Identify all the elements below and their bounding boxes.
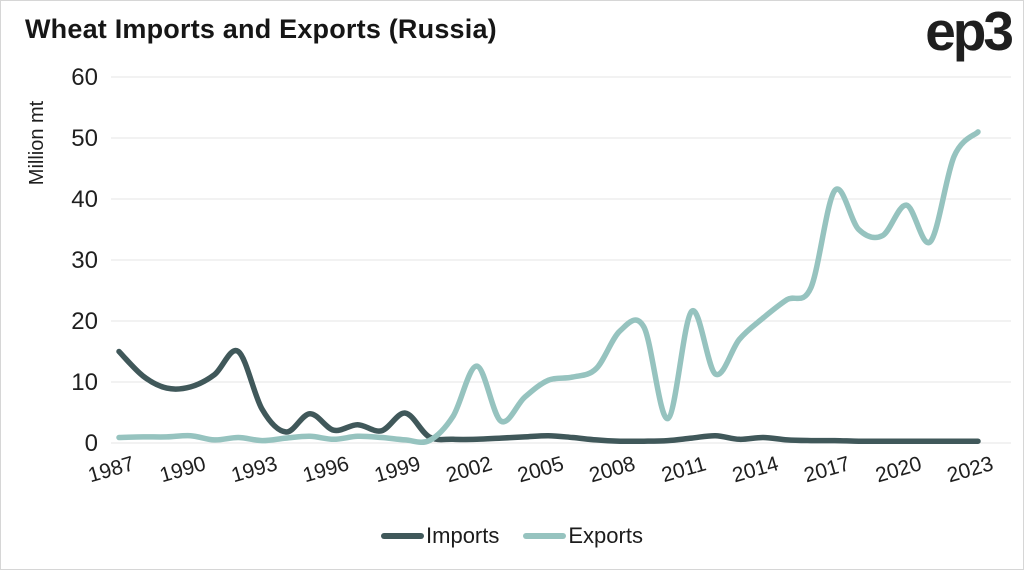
exports-line [116,129,981,446]
x-tick-label: 1987 [86,452,137,487]
legend-item-imports: Imports [381,523,499,549]
x-tick-label: 2017 [801,452,852,487]
y-tick-label: 0 [85,430,98,457]
x-tick-label: 1990 [157,452,208,487]
x-tick-label: 2002 [443,452,494,487]
y-tick-label: 40 [71,186,98,213]
legend-label-imports: Imports [426,523,500,548]
imports-line [116,347,981,445]
x-tick-label: 2005 [515,452,566,487]
ep3-logo: ep3 [925,0,1014,62]
x-tick-label: 2011 [659,452,709,487]
imports-line-swatch [381,533,425,539]
x-tick-label: 2023 [945,452,996,487]
y-tick-label: 30 [71,247,98,274]
y-tick-label: 50 [71,125,98,152]
y-tick-label: 10 [71,369,98,396]
legend-label-exports: Exports [568,523,643,548]
chart-title: Wheat Imports and Exports (Russia) [25,14,497,44]
y-tick-label: 20 [71,308,98,335]
x-tick-label: 2014 [730,452,782,487]
x-tick-label: 1999 [372,452,423,487]
legend-item-exports: Exports [523,523,643,549]
x-tick-label: 2020 [873,452,924,487]
x-tick-label: 1996 [300,452,351,487]
x-tick-label: 2008 [587,452,638,487]
y-axis-label: Million mt [26,100,48,185]
exports-line-swatch [523,533,567,539]
x-tick-label: 1993 [229,452,280,487]
chart-legend: Imports Exports [1,523,1023,549]
y-tick-label: 60 [71,64,98,91]
